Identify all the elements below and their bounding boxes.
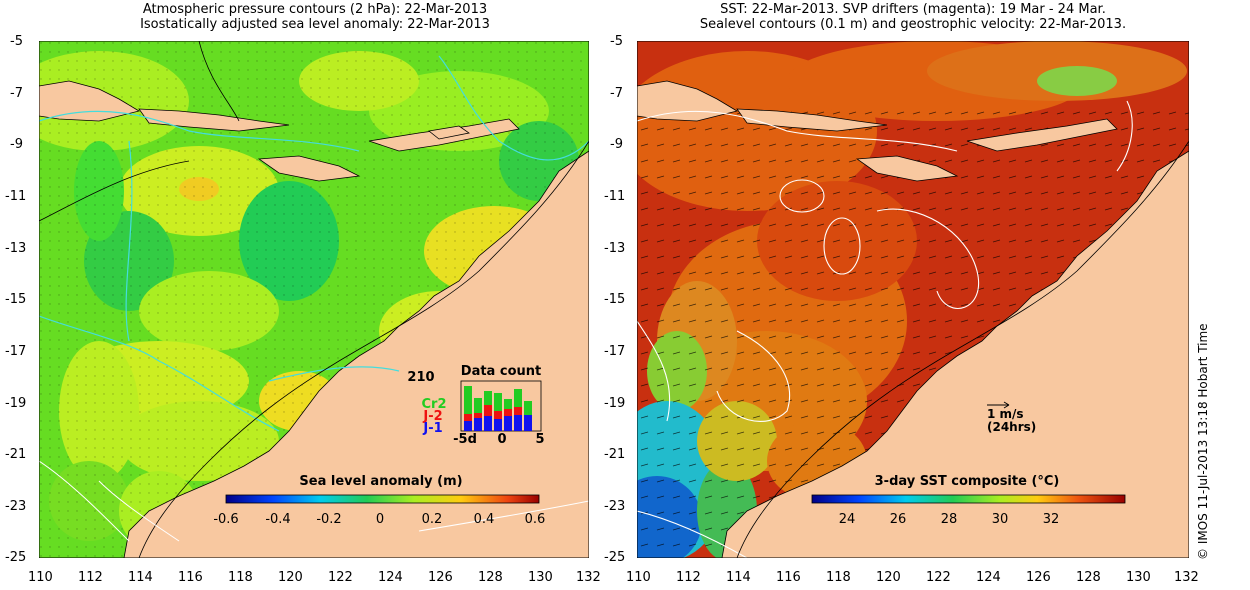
scale-arrow-label-24hrs: (24hrs) — [987, 420, 1036, 434]
right-y-tick: -13 — [604, 241, 626, 256]
sla-colorbar-ticks: -0.6 -0.4 -0.2 0 0.2 0.4 0.6 — [213, 512, 545, 527]
sst-colorbar-label: 3-day SST composite (°C) — [875, 474, 1060, 489]
right-y-tick: -21 — [604, 447, 626, 462]
data-count-title: Data count — [461, 364, 541, 379]
right-x-tick: 120 — [876, 570, 901, 585]
left-y-tick: -13 — [5, 241, 27, 256]
right-y-tick: -7 — [610, 86, 623, 101]
sst-tick-2: 28 — [941, 512, 958, 527]
left-x-tick: 130 — [528, 570, 553, 585]
right-x-tick: 114 — [726, 570, 751, 585]
right-x-tick: 122 — [926, 570, 951, 585]
left-y-tick: -25 — [5, 550, 27, 565]
sst-tick-1: 26 — [890, 512, 907, 527]
right-title-line2: Sealevel contours (0.1 m) and geostrophi… — [699, 17, 1127, 32]
left-y-tick: -7 — [10, 86, 23, 101]
sla-tick-2: -0.2 — [316, 512, 341, 527]
right-y-tick: -15 — [604, 292, 626, 307]
right-y-tick: -9 — [610, 137, 623, 152]
legend-cr2: Cr2 — [422, 397, 447, 412]
sealevel-contours — [637, 100, 1133, 558]
right-x-tick: 110 — [626, 570, 651, 585]
sst-land — [637, 80, 1189, 558]
left-x-tick: 120 — [278, 570, 303, 585]
scale-arrow-label: 1 m/s — [987, 407, 1024, 421]
right-title-line1: SST: 22-Mar-2013. SVP drifters (magenta)… — [720, 2, 1106, 17]
sla-tick-3: 0 — [376, 512, 384, 527]
sla-colorbar: Sea level anomaly (m) — [225, 474, 540, 504]
velocity-scale-arrow: 1 m/s (24hrs) — [987, 401, 1036, 434]
data-count-tick-0: -5d — [453, 432, 477, 447]
sst-colorbar: 3-day SST composite (°C) — [811, 474, 1126, 504]
sla-tick-1: -0.4 — [265, 512, 290, 527]
bathymetry-contours — [39, 41, 589, 558]
left-title-line2: Isostatically adjusted sea level anomaly… — [140, 17, 490, 32]
left-x-tick: 128 — [478, 570, 503, 585]
sst-map: 1 m/s (24hrs) 3-day SST composite (°C) 2… — [637, 41, 1189, 558]
data-count-max: 210 — [407, 370, 434, 385]
left-x-tick: 110 — [28, 570, 53, 585]
imos-credit: © IMOS 11-Jul-2013 13:18 Hobart Time — [1196, 323, 1210, 560]
right-y-tick: -23 — [604, 499, 626, 514]
sla-land — [39, 80, 589, 558]
left-title-line1: Atmospheric pressure contours (2 hPa): 2… — [142, 2, 488, 17]
right-title: SST: 22-Mar-2013. SVP drifters (magenta)… — [638, 2, 1188, 32]
sst-colorbar-ticks: 24 26 28 30 32 — [839, 512, 1060, 527]
left-y-tick: -21 — [5, 447, 27, 462]
right-y-tick: -17 — [604, 344, 626, 359]
sst-bathymetry-contours — [736, 140, 1189, 558]
left-y-tick: -23 — [5, 499, 27, 514]
left-x-tick: 116 — [178, 570, 203, 585]
left-x-tick: 118 — [228, 570, 253, 585]
left-y-tick: -9 — [10, 137, 23, 152]
right-x-tick: 126 — [1026, 570, 1051, 585]
right-x-tick: 132 — [1174, 570, 1199, 585]
right-x-tick: 118 — [826, 570, 851, 585]
legend-j2: J-2 — [422, 409, 442, 424]
sla-tick-0: -0.6 — [213, 512, 238, 527]
sea-level-anomaly-map: Sea level anomaly (m) -0.6 -0.4 -0.2 0 0… — [39, 41, 589, 558]
left-y-tick: -15 — [5, 292, 27, 307]
right-x-tick: 112 — [676, 570, 701, 585]
sla-tick-4: 0.2 — [422, 512, 443, 527]
left-x-tick: 114 — [128, 570, 153, 585]
left-title: Atmospheric pressure contours (2 hPa): 2… — [40, 2, 590, 32]
sla-colorbar-label: Sea level anomaly (m) — [299, 474, 462, 489]
left-y-tick: -5 — [10, 34, 23, 49]
left-y-tick: -19 — [5, 396, 27, 411]
right-y-tick: -11 — [604, 189, 626, 204]
right-y-tick: -19 — [604, 396, 626, 411]
data-count-inset: Data count 210 Cr2 J-2 J-1 -5d 0 5 — [407, 364, 544, 447]
data-count-tick-1: 0 — [497, 432, 506, 447]
sla-white-contours — [39, 460, 589, 542]
right-x-tick: 116 — [776, 570, 801, 585]
right-x-tick: 130 — [1126, 570, 1151, 585]
data-count-tick-2: 5 — [535, 432, 544, 447]
left-y-tick: -11 — [5, 189, 27, 204]
right-y-tick: -25 — [604, 550, 626, 565]
sst-tick-0: 24 — [839, 512, 856, 527]
sla-tick-5: 0.4 — [474, 512, 495, 527]
left-x-tick: 112 — [78, 570, 103, 585]
left-x-tick: 126 — [428, 570, 453, 585]
sst-tick-4: 32 — [1043, 512, 1060, 527]
legend-j1: J-1 — [422, 421, 442, 436]
right-y-tick: -5 — [610, 34, 623, 49]
sla-tick-6: 0.6 — [525, 512, 546, 527]
left-y-tick: -17 — [5, 344, 27, 359]
sst-tick-3: 30 — [992, 512, 1009, 527]
left-x-tick: 132 — [576, 570, 601, 585]
right-x-tick: 124 — [976, 570, 1001, 585]
data-count-bars — [464, 386, 532, 431]
left-x-tick: 124 — [378, 570, 403, 585]
right-x-tick: 128 — [1076, 570, 1101, 585]
left-x-tick: 122 — [328, 570, 353, 585]
pressure-contours — [39, 55, 589, 432]
